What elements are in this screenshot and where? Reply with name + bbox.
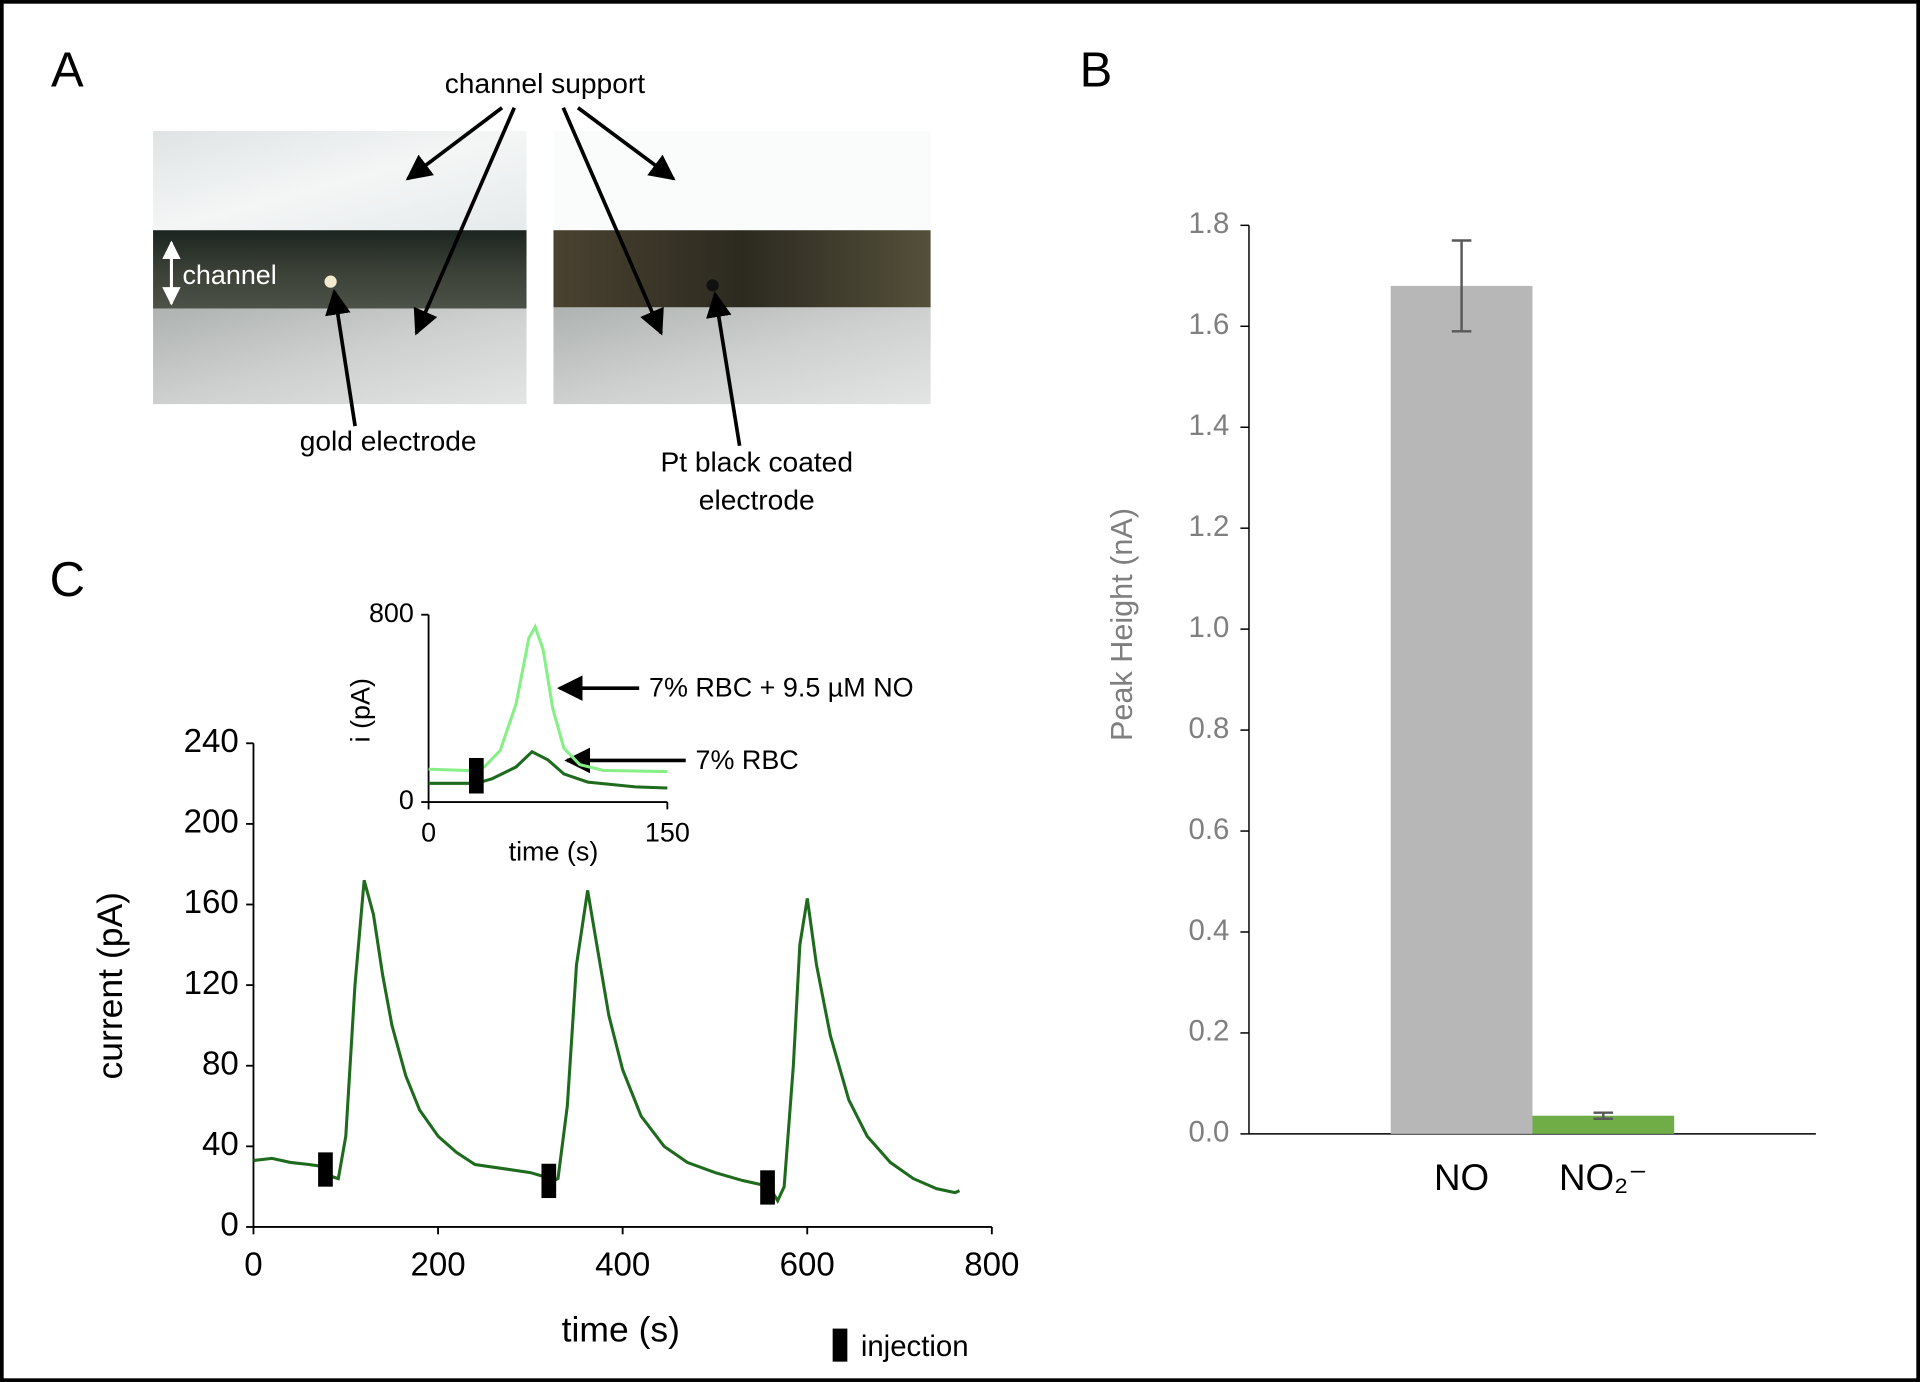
y-tick-label: 0.4 [1189, 914, 1230, 947]
annotation-box: Pt black coated electrode [660, 445, 854, 516]
x-axis-label: time (s) [562, 1310, 680, 1350]
legend-label: injection [861, 1330, 969, 1363]
y-tick-label: 1.2 [1189, 510, 1230, 543]
annotation: channel support [445, 68, 646, 99]
y-tick-label: 0.6 [1189, 813, 1230, 846]
injection-marker [541, 1163, 557, 1199]
y-tick-label: 40 [202, 1126, 239, 1163]
photo-right [553, 131, 931, 405]
y-tick-label: 200 [184, 804, 239, 841]
y-tick-label: 80 [202, 1045, 239, 1082]
x-tick-label: NO₂⁻ [1559, 1157, 1648, 1198]
x-tick-label: 800 [964, 1246, 1019, 1283]
y-tick-label: 0.8 [1189, 712, 1230, 745]
y-tick-label: 1.0 [1189, 611, 1230, 644]
series-label: 7% RBC [696, 745, 799, 775]
series-label: 7% RBC + 9.5 µM NO [649, 673, 914, 703]
annotation: gold electrode [300, 426, 477, 457]
y-tick-label: 120 [184, 965, 239, 1002]
error-bar [1593, 1111, 1614, 1120]
x-tick-label: 600 [780, 1246, 835, 1283]
injection-marker [318, 1152, 333, 1187]
x-tick-label: 0 [244, 1246, 262, 1283]
photo-left [153, 131, 527, 405]
y-tick-label: 160 [184, 884, 239, 921]
error-bar [1451, 239, 1472, 333]
x-tick-label: 150 [645, 817, 690, 847]
y-tick-label: 0.2 [1189, 1015, 1230, 1048]
panel-letter: A [51, 43, 84, 97]
y-axis-label: current (pA) [90, 892, 130, 1079]
y-tick-label: 1.8 [1189, 207, 1230, 240]
inset-line [428, 623, 668, 774]
y-tick-label: 0 [399, 785, 414, 815]
y-tick-label: 800 [369, 598, 414, 628]
x-tick-label: 0 [421, 817, 436, 847]
annotation: channel [182, 260, 276, 290]
x-tick-label: NO [1434, 1157, 1489, 1198]
inset-line [428, 749, 668, 790]
y-tick-label: 0.0 [1189, 1116, 1230, 1149]
y-tick-label: 0 [220, 1207, 238, 1244]
panel-letter: B [1080, 43, 1113, 97]
line [253, 879, 961, 1205]
x-tick-label: 400 [595, 1246, 650, 1283]
inset-y-label: i (pA) [346, 678, 376, 742]
bar [1390, 285, 1533, 1134]
y-tick-label: 1.6 [1189, 308, 1230, 341]
annotation: Pt black coated electrode [660, 445, 854, 516]
injection-marker [760, 1170, 775, 1205]
arrows-a [325, 106, 742, 447]
inset-x-label: time (s) [509, 837, 599, 867]
bar [1532, 1115, 1675, 1134]
inset-injection [468, 757, 484, 794]
y-tick-label: 1.4 [1189, 409, 1230, 442]
panel-letter: C [50, 553, 85, 607]
arrows-inset [557, 675, 686, 774]
legend-marker [832, 1328, 848, 1362]
y-tick-label: 240 [184, 723, 239, 760]
x-tick-label: 200 [410, 1246, 465, 1283]
y-axis-label: Peak Height (nA) [1105, 508, 1139, 741]
